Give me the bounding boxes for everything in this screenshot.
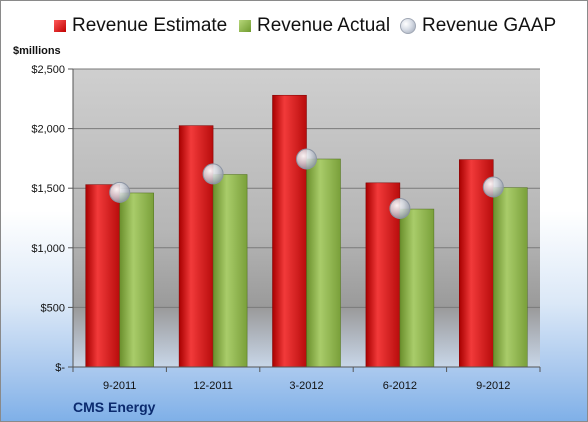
legend-item-revenue-actual: Revenue Actual [239, 15, 390, 37]
marker-revenue-gaap [109, 181, 131, 203]
x-tick-label: 6-2012 [383, 380, 417, 392]
bar-revenue-actual [493, 187, 528, 368]
y-tick-label: $1,500 [31, 183, 65, 195]
company-label: CMS Energy [73, 399, 156, 415]
marker-revenue-gaap [482, 176, 504, 198]
x-axis: 9-2011 12-2011 3-2012 6-2012 9-2012 [72, 366, 541, 392]
bar-revenue-estimate [272, 94, 307, 368]
gaap-markers [109, 148, 504, 219]
bar-revenue-actual [399, 208, 435, 368]
y-axis-unit-label: $millions [13, 45, 61, 57]
legend-item-revenue-gaap: Revenue GAAP [400, 15, 556, 37]
bar-revenue-actual [119, 192, 154, 368]
y-axis: $- $500 $1,000 $1,500 $2,000 $2,500 [31, 64, 74, 374]
x-tick-label: 3-2012 [289, 380, 323, 392]
x-tick-label: 12-2011 [193, 380, 233, 392]
bar-revenue-actual [212, 174, 248, 368]
marker-revenue-gaap [389, 197, 411, 219]
bar-revenue-estimate [85, 184, 120, 368]
bar-revenue-estimate [178, 125, 214, 368]
legend-marker-revenue-gaap [400, 18, 416, 34]
legend-label-revenue-actual: Revenue Actual [257, 15, 391, 36]
x-tick-label: 9-2011 [103, 380, 136, 392]
legend-item-revenue-estimate: Revenue Estimate [54, 15, 227, 37]
legend: Revenue Estimate Revenue Actual Revenue … [1, 15, 587, 43]
y-tick-label: $500 [41, 302, 65, 314]
legend-swatch-revenue-estimate [54, 20, 66, 32]
marker-revenue-gaap [202, 163, 224, 185]
y-tick-label: $- [55, 362, 65, 374]
x-tick-label: 9-2012 [476, 380, 510, 392]
bar-revenue-actual [306, 158, 341, 368]
legend-label-revenue-gaap: Revenue GAAP [422, 15, 557, 36]
marker-revenue-gaap [296, 148, 317, 170]
y-tick-label: $1,000 [31, 243, 65, 255]
y-tick-label: $2,000 [31, 124, 65, 136]
bars [85, 94, 528, 368]
legend-label-revenue-estimate: Revenue Estimate [72, 15, 228, 36]
y-tick-label: $2,500 [31, 64, 65, 76]
legend-swatch-revenue-actual [239, 20, 251, 32]
